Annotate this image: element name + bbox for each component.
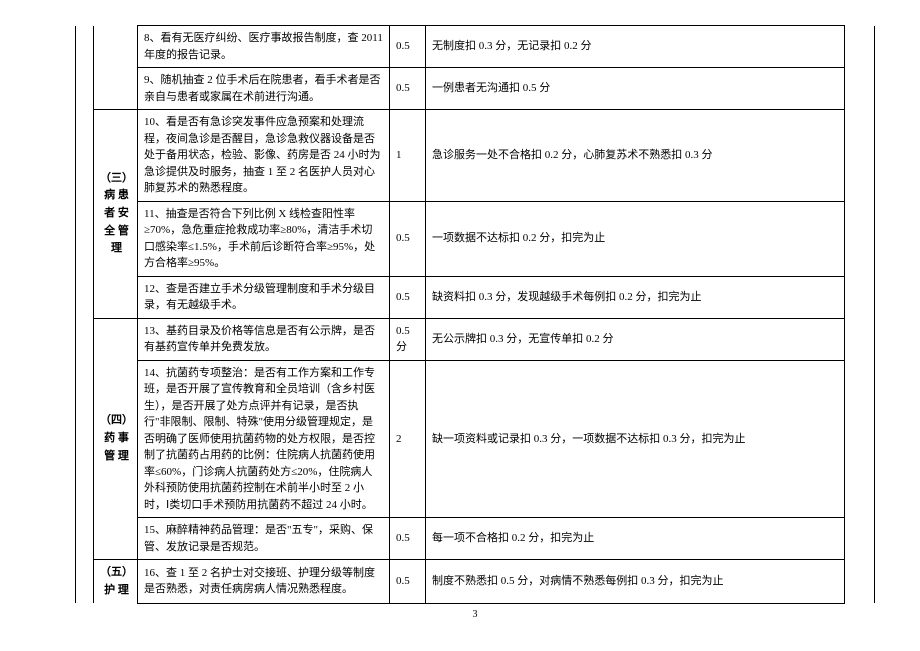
item-score: 1 — [390, 110, 426, 202]
item-score: 0.5 — [390, 68, 426, 110]
item-criteria: 一例患者无沟通扣 0.5 分 — [426, 68, 845, 110]
table-row: （五） 护 理 16、查 1 至 2 名护士对交接班、护理分级等制度是否熟悉，对… — [76, 560, 875, 604]
section-header-5: （五） 护 理 — [94, 560, 138, 604]
end-cell — [845, 26, 875, 319]
item-score: 0.5 — [390, 276, 426, 318]
table-row: 15、麻醉精神药品管理：是否"五专"，采购、保管、发放记录是否规范。 0.5 每… — [76, 518, 875, 560]
blank-cell — [76, 318, 94, 560]
item-content: 12、查是否建立手术分级管理制度和手术分级目录，有无越级手术。 — [138, 276, 390, 318]
item-score: 0.5 分 — [390, 318, 426, 360]
item-criteria: 无制度扣 0.3 分，无记录扣 0.2 分 — [426, 26, 845, 68]
table-row: （三） 病 患 者 安 全 管 理 10、看是否有急诊突发事件应急预案和处理流程… — [76, 110, 875, 202]
item-content: 9、随机抽查 2 位手术后在院患者，看手术者是否亲自与患者或家属在术前进行沟通。 — [138, 68, 390, 110]
item-score: 0.5 — [390, 26, 426, 68]
page-number: 3 — [75, 609, 875, 620]
table-row: 9、随机抽查 2 位手术后在院患者，看手术者是否亲自与患者或家属在术前进行沟通。… — [76, 68, 875, 110]
item-criteria: 制度不熟悉扣 0.5 分，对病情不熟悉每例扣 0.3 分，扣完为止 — [426, 560, 845, 604]
item-score: 2 — [390, 360, 426, 518]
blank-cell — [76, 560, 94, 604]
item-content: 16、查 1 至 2 名护士对交接班、护理分级等制度是否熟悉，对责任病房病人情况… — [138, 560, 390, 604]
item-criteria: 缺资料扣 0.3 分，发现越级手术每例扣 0.2 分，扣完为止 — [426, 276, 845, 318]
blank-cell — [76, 26, 94, 319]
item-criteria: 一项数据不达标扣 0.2 分，扣完为止 — [426, 201, 845, 276]
table-row: 8、看有无医疗纠纷、医疗事故报告制度，查 2011 年度的报告记录。 0.5 无… — [76, 26, 875, 68]
section-header-blank — [94, 26, 138, 110]
item-content: 13、基药目录及价格等信息是否有公示牌，是否有基药宣传单并免费发放。 — [138, 318, 390, 360]
item-content: 10、看是否有急诊突发事件应急预案和处理流程，夜间急诊是否醒目，急诊急救仪器设备… — [138, 110, 390, 202]
item-score: 0.5 — [390, 201, 426, 276]
table-row: 12、查是否建立手术分级管理制度和手术分级目录，有无越级手术。 0.5 缺资料扣… — [76, 276, 875, 318]
item-score: 0.5 — [390, 560, 426, 604]
section-header-4: （四） 药 事 管 理 — [94, 318, 138, 560]
table-row: 14、抗菌药专项整治：是否有工作方案和工作专班，是否开展了宣传教育和全员培训（含… — [76, 360, 875, 518]
item-criteria: 缺一项资料或记录扣 0.3 分，一项数据不达标扣 0.3 分，扣完为止 — [426, 360, 845, 518]
item-content: 11、抽查是否符合下列比例 X 线检查阳性率≥70%，急危重症抢救成功率≥80%… — [138, 201, 390, 276]
item-criteria: 无公示牌扣 0.3 分，无宣传单扣 0.2 分 — [426, 318, 845, 360]
item-content: 14、抗菌药专项整治：是否有工作方案和工作专班，是否开展了宣传教育和全员培训（含… — [138, 360, 390, 518]
end-cell — [845, 318, 875, 560]
evaluation-table: 8、看有无医疗纠纷、医疗事故报告制度，查 2011 年度的报告记录。 0.5 无… — [75, 25, 875, 604]
item-content: 8、看有无医疗纠纷、医疗事故报告制度，查 2011 年度的报告记录。 — [138, 26, 390, 68]
table-row: 11、抽查是否符合下列比例 X 线检查阳性率≥70%，急危重症抢救成功率≥80%… — [76, 201, 875, 276]
section-header-3: （三） 病 患 者 安 全 管 理 — [94, 110, 138, 319]
end-cell — [845, 560, 875, 604]
item-criteria: 每一项不合格扣 0.2 分，扣完为止 — [426, 518, 845, 560]
item-content: 15、麻醉精神药品管理：是否"五专"，采购、保管、发放记录是否规范。 — [138, 518, 390, 560]
item-criteria: 急诊服务一处不合格扣 0.2 分，心肺复苏术不熟悉扣 0.3 分 — [426, 110, 845, 202]
item-score: 0.5 — [390, 518, 426, 560]
table-row: （四） 药 事 管 理 13、基药目录及价格等信息是否有公示牌，是否有基药宣传单… — [76, 318, 875, 360]
